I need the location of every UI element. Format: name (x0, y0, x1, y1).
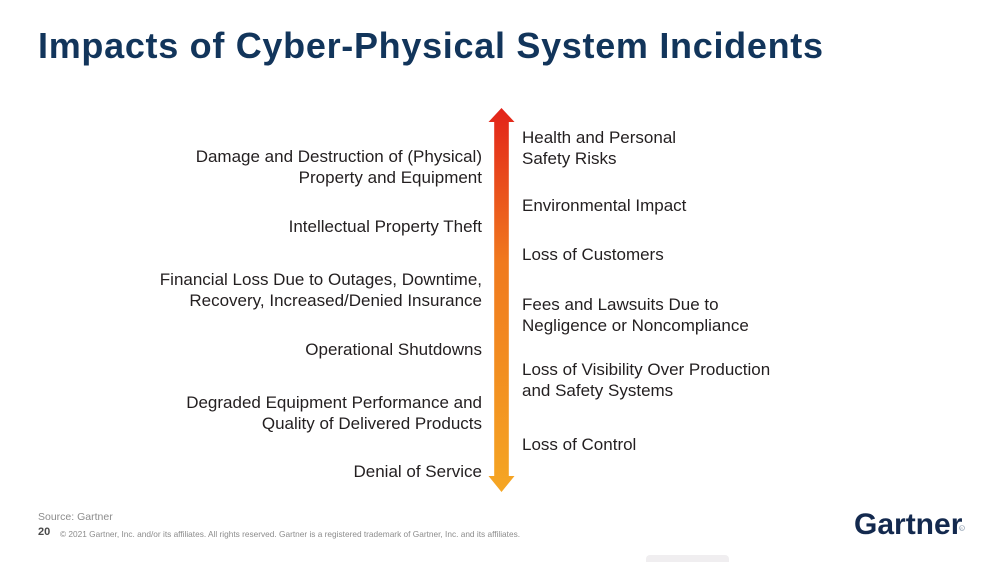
svg-text:Gartner: Gartner (855, 508, 963, 541)
